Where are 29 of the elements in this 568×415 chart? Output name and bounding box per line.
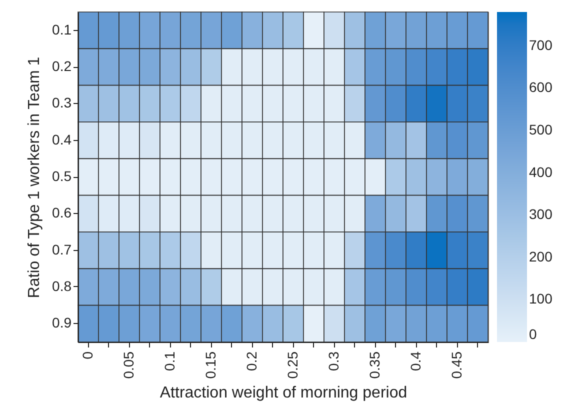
color-bar-label: 700 <box>529 36 553 53</box>
x-tick-label: 0.05 <box>120 351 136 379</box>
color-bar-label: 600 <box>529 79 553 96</box>
x-axis-title: Attraction weight of morning period <box>160 384 408 402</box>
x-tick-label: 0.45 <box>448 351 464 379</box>
x-tick-label: 0.1 <box>161 351 178 371</box>
color-bar-label: 0 <box>529 326 537 342</box>
color-bar-label: 100 <box>529 290 553 307</box>
y-tick-label: 0.9 <box>52 314 72 331</box>
y-tick-label: 0.5 <box>52 168 72 184</box>
color-bar-label: 500 <box>529 121 553 138</box>
y-tick-label: 0.6 <box>52 204 72 221</box>
x-tick-label: 0.3 <box>325 351 342 371</box>
y-axis-title: Ratio of Type 1 workers in Team 1 <box>26 56 44 298</box>
color-bar-label: 400 <box>529 164 553 180</box>
y-tick-label: 0.1 <box>52 21 72 38</box>
x-tick-label: 0 <box>79 351 96 360</box>
x-tick-label: 0.15 <box>202 351 218 379</box>
x-tick-label: 0.35 <box>366 351 382 379</box>
y-tick-label: 0.7 <box>52 241 72 258</box>
x-tick-label: 0.4 <box>407 351 424 371</box>
y-tick-label: 0.3 <box>52 94 72 111</box>
y-tick-label: 0.2 <box>52 58 72 74</box>
color-bar-label: 200 <box>529 248 553 264</box>
x-tick-label: 0.25 <box>284 351 300 379</box>
x-tick-label: 0.2 <box>243 351 260 371</box>
color-bar-label: 300 <box>529 206 553 222</box>
y-tick-label: 0.8 <box>52 278 72 294</box>
y-tick-label: 0.4 <box>52 131 72 148</box>
